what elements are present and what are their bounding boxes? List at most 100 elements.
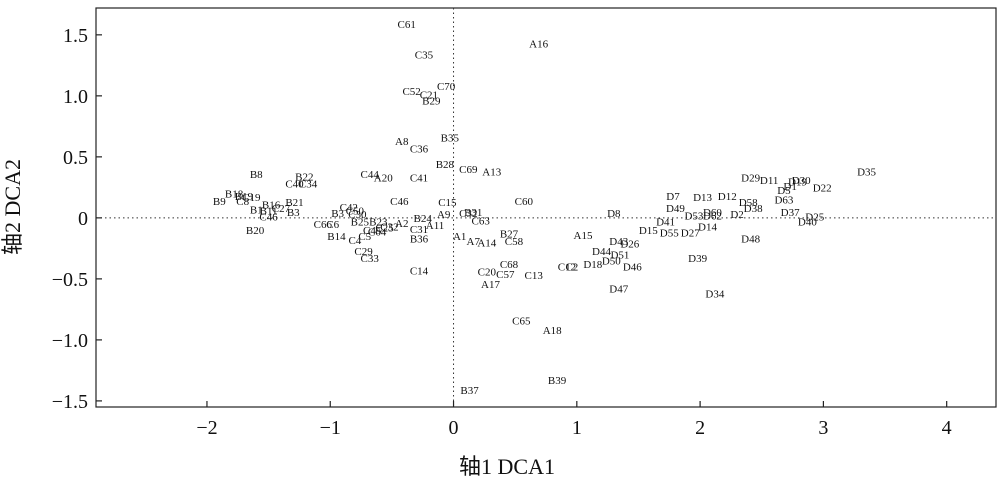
point-label-b39: B39 [548, 375, 567, 387]
point-label-c31: C31 [410, 224, 428, 236]
point-label-c8: C8 [236, 196, 249, 208]
point-label-c29: C29 [354, 246, 373, 258]
point-label-b22: B22 [295, 171, 313, 183]
point-label-c36: C36 [410, 143, 429, 155]
y-axis-ticks: −1.5 −1.0 −0.5 0 0.5 1.0 1.5 [52, 25, 102, 413]
point-label-c66: C66 [314, 219, 333, 231]
point-label-c32: C32 [459, 208, 477, 220]
point-label-d5: D5 [777, 185, 791, 197]
point-label-b21: B21 [285, 197, 303, 209]
point-label-c21: C21 [420, 90, 438, 102]
point-label-c41: C41 [410, 173, 428, 185]
x-tick-label: 3 [818, 417, 828, 439]
point-label-c2: C2 [565, 262, 578, 274]
point-label-a18: A18 [543, 325, 562, 337]
point-label-c19: C19 [242, 192, 261, 204]
x-tick-label: 4 [942, 417, 952, 439]
point-label-a17: A17 [481, 279, 500, 291]
point-label-d55: D55 [660, 228, 679, 240]
y-tick-label: −0.5 [52, 269, 88, 291]
point-label-c34: C34 [299, 179, 318, 191]
point-label-d51: D51 [610, 249, 629, 261]
point-label-d1: D1 [783, 181, 796, 193]
point-label-d39: D39 [688, 253, 707, 265]
point-label-c58: C58 [505, 236, 524, 248]
point-label-b35: B35 [441, 132, 460, 144]
point-label-c70: C70 [437, 81, 456, 93]
point-label-d58: D58 [739, 197, 758, 209]
point-label-d22: D22 [813, 182, 832, 194]
point-label-b28: B28 [436, 159, 455, 171]
point-label-b24: B24 [414, 213, 433, 225]
point-label-a13: A13 [482, 167, 501, 179]
point-label-c45: C45 [363, 225, 382, 237]
point-label-c61: C61 [398, 19, 416, 31]
point-label-b3: B3 [331, 208, 344, 220]
plot-frame [95, 7, 997, 408]
point-label-b31: B31 [464, 207, 482, 219]
point-label-d38: D38 [744, 203, 763, 215]
point-label-b1: B1 [250, 204, 263, 216]
point-label-c42: C42 [340, 202, 358, 214]
point-label-a15: A15 [574, 230, 593, 242]
point-label-d63: D63 [774, 195, 793, 207]
point-label-a14: A14 [477, 237, 496, 249]
point-label-d7: D7 [666, 191, 680, 203]
point-label-d49: D49 [666, 203, 685, 215]
point-label-c5: C5 [358, 231, 371, 243]
point-label-c50: C50 [346, 206, 365, 218]
point-label-d50: D50 [602, 256, 621, 268]
point-label-c25: C25 [375, 223, 394, 235]
point-label-d19: D19 [788, 176, 807, 188]
point-label-b23: B23 [369, 217, 388, 229]
point-label-d15: D15 [639, 225, 658, 237]
y-tick-label: 0.5 [63, 147, 88, 169]
point-label-c65: C65 [512, 315, 531, 327]
x-tick-label: −1 [320, 417, 341, 439]
point-label-d25: D25 [805, 212, 824, 224]
point-label-a1: A1 [453, 231, 466, 243]
point-label-c60: C60 [515, 196, 534, 208]
point-label-b16: B16 [262, 199, 281, 211]
point-label-d44: D44 [592, 246, 611, 258]
point-label-a9: A9 [437, 209, 451, 221]
point-label-d29: D29 [741, 173, 760, 185]
point-label-d27: D27 [681, 228, 700, 240]
point-label-c32: C32 [380, 221, 398, 233]
point-label-c57: C57 [496, 269, 515, 281]
x-tick-label: 2 [695, 417, 705, 439]
point-label-c30: C30 [348, 209, 367, 221]
point-label-d47: D47 [609, 284, 628, 296]
point-label-b25: B25 [351, 217, 370, 229]
point-label-d18: D18 [583, 259, 602, 271]
point-label-b9: B9 [213, 196, 226, 208]
point-label-c20: C20 [478, 267, 497, 279]
y-tick-label: 0 [78, 208, 88, 230]
point-label-c12: C12 [558, 262, 576, 274]
point-label-c46: C46 [259, 212, 278, 224]
point-label-a16: A16 [529, 38, 548, 50]
point-label-d11: D11 [760, 175, 779, 187]
point-label-b19: B19 [235, 191, 254, 203]
point-label-c33: C33 [361, 253, 380, 265]
point-label-d2: D2 [730, 209, 743, 221]
point-label-a7: A7 [467, 236, 481, 248]
point-label-c68: C68 [500, 259, 519, 271]
point-label-d12: D12 [718, 191, 737, 203]
point-label-a20: A20 [374, 173, 393, 185]
point-label-c69: C69 [459, 164, 478, 176]
point-label-d48: D48 [741, 234, 760, 246]
point-label-d43: D43 [609, 236, 628, 248]
point-label-d62: D62 [703, 210, 722, 222]
point-label-d53: D53 [684, 210, 703, 222]
point-label-d60: D60 [703, 207, 722, 219]
point-label-b14: B14 [327, 231, 346, 243]
point-label-d34: D34 [705, 289, 724, 301]
point-label-c35: C35 [415, 49, 434, 61]
point-label-c6: C6 [326, 219, 339, 231]
x-tick-label: 0 [449, 417, 459, 439]
x-tick-label: 1 [572, 417, 582, 439]
point-label-a11: A11 [426, 220, 445, 232]
